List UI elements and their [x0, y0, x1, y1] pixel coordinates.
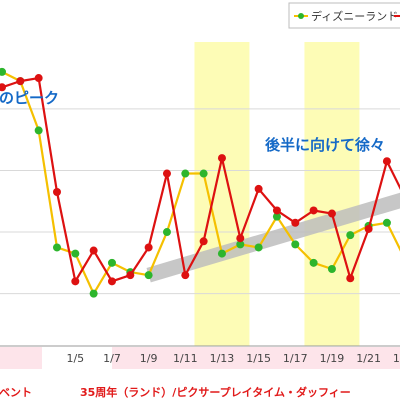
annotation-right: 後半に向けて徐々	[264, 136, 385, 154]
series-2-point	[217, 154, 226, 163]
series-1-point	[0, 67, 6, 76]
series-2-point	[181, 271, 190, 280]
series-2-point	[364, 224, 373, 233]
series-group	[0, 67, 400, 298]
legend: ディズニーランド	[288, 2, 400, 29]
x-tick-labels: 1/51/71/91/111/131/151/171/191/211/231/2…	[66, 352, 400, 365]
series-1-point	[144, 271, 153, 280]
x-tick-label: 1/17	[283, 352, 308, 365]
x-tick-label: 1/21	[356, 352, 381, 365]
pink-band-left	[0, 347, 42, 369]
pink-band-right	[112, 347, 400, 369]
series-2-point	[71, 277, 80, 286]
series-2-point	[107, 277, 116, 286]
x-tick-label: 1/23	[393, 352, 400, 365]
x-tick-label: 1/13	[210, 352, 235, 365]
series-2-point	[144, 243, 153, 252]
series-2-point	[272, 206, 281, 215]
series-2-point	[0, 83, 6, 92]
series-1-point	[217, 249, 226, 258]
series-1-point	[181, 169, 190, 178]
series-1-point	[107, 258, 116, 267]
series-1-point	[199, 169, 208, 178]
grid-lines	[0, 108, 400, 295]
legend-item-1: ディズニーランド	[311, 9, 398, 23]
series-2-point	[236, 234, 245, 243]
series-2-point	[34, 74, 43, 83]
series-1-point	[309, 258, 318, 267]
x-tick-label: 1/9	[140, 352, 158, 365]
series-1-point	[382, 218, 391, 227]
pink-band	[0, 347, 400, 369]
legend-swatch-marker-1	[298, 13, 304, 19]
series-1-point	[52, 243, 61, 252]
series-2-point	[162, 169, 171, 178]
series-1-point	[34, 126, 43, 135]
series-line-2	[1, 76, 400, 283]
bottom-text-center: 35周年（ランド）/ピクサープレイタイム・ダッフィー	[80, 385, 351, 399]
x-tick-label: 1/11	[173, 352, 198, 365]
series-1-point	[71, 249, 80, 258]
series-1-point	[89, 289, 98, 298]
series-1-point	[272, 212, 281, 221]
series-2-point	[52, 188, 61, 196]
series-2-point	[309, 206, 318, 215]
series-2-point	[89, 246, 98, 255]
series-2-point	[199, 237, 208, 246]
highlight-band-2	[304, 42, 360, 346]
x-tick-label: 1/19	[320, 352, 345, 365]
series-2-point	[346, 274, 355, 283]
highlight-bands	[194, 42, 360, 346]
x-tick-label: 1/7	[103, 352, 121, 365]
annotation-left-partial: のピーク	[0, 89, 59, 107]
series-1-point	[346, 231, 355, 240]
series-2-point	[254, 184, 263, 193]
series-2-point	[126, 271, 135, 280]
highlight-band-1	[194, 42, 250, 346]
series-2-point	[291, 218, 300, 227]
x-tick-label: 1/15	[246, 352, 271, 365]
series-1-point	[162, 228, 171, 237]
series-2-point	[382, 157, 391, 166]
series-1-point	[291, 240, 300, 249]
bottom-text-left-partial: ベント	[0, 386, 32, 399]
series-2-point	[327, 209, 336, 218]
series-1-point	[236, 240, 245, 249]
series-1-point	[254, 243, 263, 252]
series-2-point	[16, 77, 25, 86]
trend-band	[146, 192, 400, 283]
x-tick-label: 1/5	[66, 352, 84, 365]
series-1-point	[327, 265, 336, 273]
